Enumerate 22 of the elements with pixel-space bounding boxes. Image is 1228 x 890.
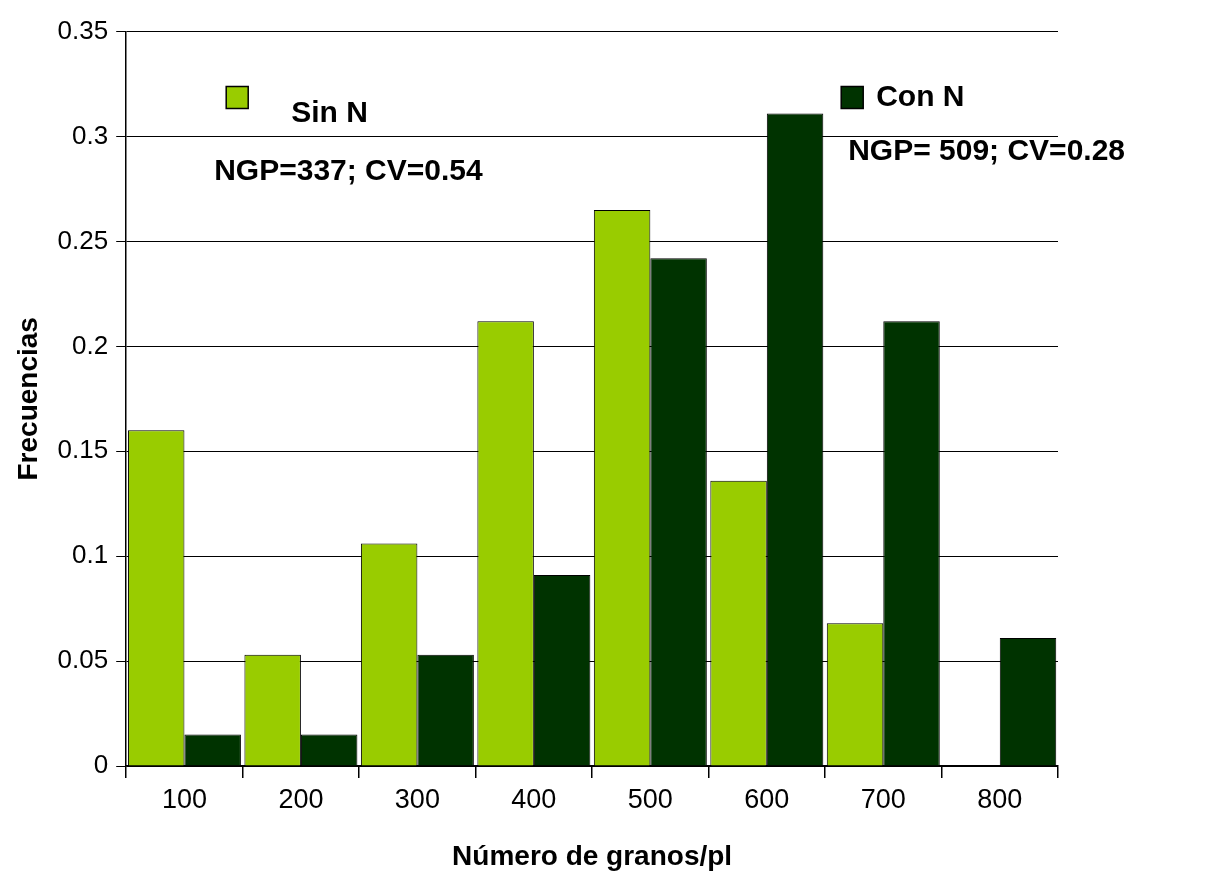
y-tick-label: 0.1 xyxy=(72,539,109,570)
x-tick-label: 100 xyxy=(161,783,207,814)
y-tick-label: 0.35 xyxy=(57,14,109,45)
y-tick-label: 0.2 xyxy=(72,329,109,360)
x-tick-label: 800 xyxy=(977,783,1023,814)
y-tick-label: 0 xyxy=(93,749,109,780)
x-tick-label: 400 xyxy=(511,783,557,814)
x-tick-label: 500 xyxy=(627,783,673,814)
x-axis-title: Número de granos/pl xyxy=(452,839,733,871)
y-tick-label: 0.3 xyxy=(72,119,109,150)
x-tick-label: 300 xyxy=(394,783,440,814)
y-axis-title: Frecuencias xyxy=(11,317,43,481)
y-tick-label: 0.25 xyxy=(57,224,109,255)
x-tick-label: 200 xyxy=(278,783,324,814)
x-tick-label: 700 xyxy=(860,783,906,814)
legend-label: Con N xyxy=(876,78,965,112)
x-tick-label: 600 xyxy=(744,783,790,814)
y-tick-label: 0.05 xyxy=(57,644,109,675)
annotation: NGP=337; CV=0.54 xyxy=(214,152,484,186)
legend-label: Sin N xyxy=(291,94,368,128)
annotation: NGP= 509; CV=0.28 xyxy=(848,132,1126,166)
y-tick-label: 0.15 xyxy=(57,434,109,465)
